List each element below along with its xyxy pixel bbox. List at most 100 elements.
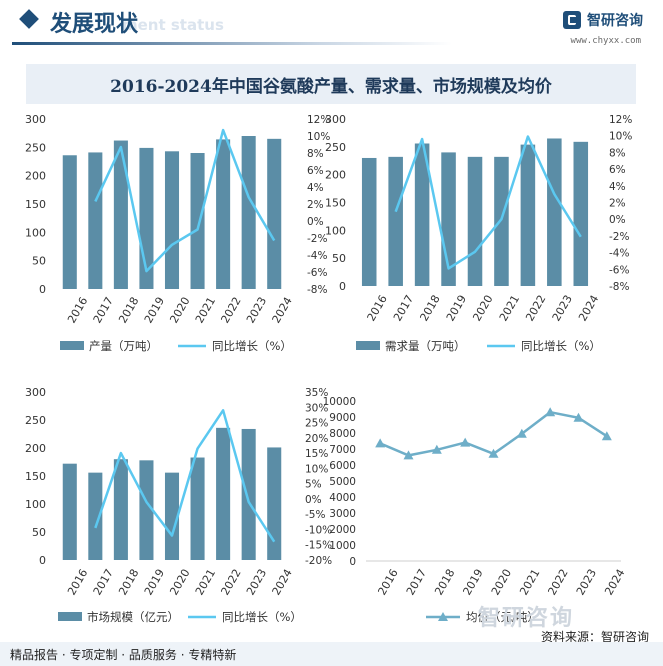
market-left-tick: 150	[25, 470, 46, 483]
market-left-tick: 200	[25, 442, 46, 455]
market-category-label: 2018	[116, 567, 141, 598]
demand-category-label: 2016	[365, 293, 390, 324]
demand-category-label: 2023	[550, 293, 575, 324]
production-right-tick: -6%	[307, 267, 327, 279]
demand-bar	[547, 138, 562, 286]
demand-left-tick: 150	[325, 197, 346, 210]
market-right-tick: 20%	[305, 433, 328, 445]
production-right-tick: -4%	[307, 250, 327, 262]
demand-right-tick: -8%	[609, 281, 629, 293]
price-category-label: 2020	[489, 567, 514, 598]
market-bar	[164, 472, 180, 560]
market-legend-bar-label: 市场规模（亿元）	[87, 610, 179, 624]
brand-url: www.chyxx.com	[570, 36, 641, 46]
production-right-tick: 8%	[307, 148, 324, 160]
source-text: 资料来源：智研咨询	[540, 630, 649, 644]
market-bar	[62, 463, 77, 560]
production-bar	[216, 139, 231, 289]
page-header: ment status 发展现状 智研咨询 www.chyxx.com	[0, 0, 663, 50]
market-right-tick: 30%	[305, 402, 328, 414]
demand-right-tick: -6%	[609, 264, 629, 276]
brand-logo-icon	[563, 11, 581, 29]
production-legend-line-label: 同比增长（%）	[212, 339, 292, 353]
market-bar	[190, 457, 205, 560]
market-right-tick: -15%	[305, 540, 332, 552]
price-category-label: 2024	[602, 567, 627, 598]
market-category-label: 2019	[142, 567, 167, 598]
demand-right-tick: 8%	[609, 147, 626, 159]
chart-title-band: 2016-2024年中国谷氨酸产量、需求量、市场规模及均价	[26, 64, 636, 104]
market-category-label: 2022	[218, 567, 243, 598]
market-legend-line-label: 同比增长（%）	[222, 610, 302, 624]
demand-category-label: 2021	[497, 293, 522, 324]
production-bar	[88, 152, 103, 289]
price-left-tick: 5000	[329, 476, 356, 488]
demand-legend-line-label: 同比增长（%）	[521, 339, 601, 353]
production-category-label: 2019	[142, 295, 167, 326]
demand-left-tick: 0	[339, 280, 346, 293]
market-right-tick: -10%	[305, 524, 332, 536]
production-left-tick: 200	[25, 170, 46, 183]
production-right-tick: 6%	[307, 165, 324, 177]
demand-left-tick: 300	[325, 113, 346, 126]
price-left-tick: 10000	[323, 396, 356, 408]
price-left-tick: 4000	[329, 492, 356, 504]
demand-right-tick: 0%	[609, 214, 626, 226]
production-bar	[113, 140, 128, 289]
market-category-label: 2016	[65, 567, 90, 598]
market-bar	[241, 428, 256, 560]
production-bar	[62, 155, 77, 289]
production-right-tick: -8%	[307, 284, 327, 296]
demand-left-tick: 250	[325, 141, 346, 154]
production-right-tick: 0%	[307, 216, 324, 228]
market-bar	[139, 460, 154, 560]
market-right-tick: 0%	[305, 494, 322, 506]
price-price-marker	[403, 450, 414, 460]
production-right-tick: 2%	[307, 199, 324, 211]
demand-bar	[573, 141, 589, 286]
market-right-tick: 35%	[305, 387, 328, 399]
demand-right-tick: 12%	[609, 114, 632, 126]
price-price-marker	[516, 428, 527, 438]
price-legend-marker	[438, 612, 448, 621]
price-left-tick: 0	[349, 556, 356, 568]
header-underline	[12, 42, 452, 45]
price-price-marker	[601, 431, 612, 441]
demand-left-tick: 200	[325, 169, 346, 182]
market-category-label: 2023	[244, 567, 269, 598]
market-category-label: 2024	[270, 567, 295, 598]
price-left-tick: 2000	[329, 524, 356, 536]
market-category-label: 2017	[91, 567, 116, 598]
demand-left-tick: 100	[325, 224, 346, 237]
price-price-marker	[545, 407, 556, 417]
demand-category-label: 2022	[523, 293, 548, 324]
price-category-label: 2023	[574, 567, 599, 598]
demand-bar	[388, 156, 403, 286]
market-bar	[216, 427, 231, 560]
production-bar	[164, 151, 180, 289]
market-bar	[88, 472, 103, 560]
production-category-label: 2024	[270, 295, 295, 326]
production-category-label: 2020	[167, 295, 192, 326]
production-category-label: 2023	[244, 295, 269, 326]
demand-category-label: 2020	[470, 293, 495, 324]
demand-growth-line	[394, 135, 582, 270]
market-right-tick: -20%	[305, 555, 332, 567]
price-price-marker	[573, 412, 584, 422]
production-right-tick: 12%	[307, 114, 330, 126]
production-right-tick: 4%	[307, 182, 324, 194]
price-category-label: 2022	[546, 567, 571, 598]
price-price-marker	[431, 444, 442, 454]
footer-bar: 精品报告 · 专项定制 · 品质服务 · 专精特新	[0, 642, 663, 666]
production-right-tick: 10%	[307, 131, 330, 143]
production-left-tick: 150	[25, 198, 46, 211]
market-bar	[267, 447, 282, 560]
market-left-tick: 100	[25, 498, 46, 511]
price-price-marker	[460, 437, 471, 447]
price-category-label: 2016	[376, 567, 401, 598]
production-category-label: 2018	[116, 295, 141, 326]
market-right-tick: -5%	[305, 509, 325, 521]
production-legend-bar-swatch	[60, 341, 84, 350]
demand-category-label: 2024	[576, 293, 601, 324]
section-title: 发展现状	[50, 12, 139, 37]
